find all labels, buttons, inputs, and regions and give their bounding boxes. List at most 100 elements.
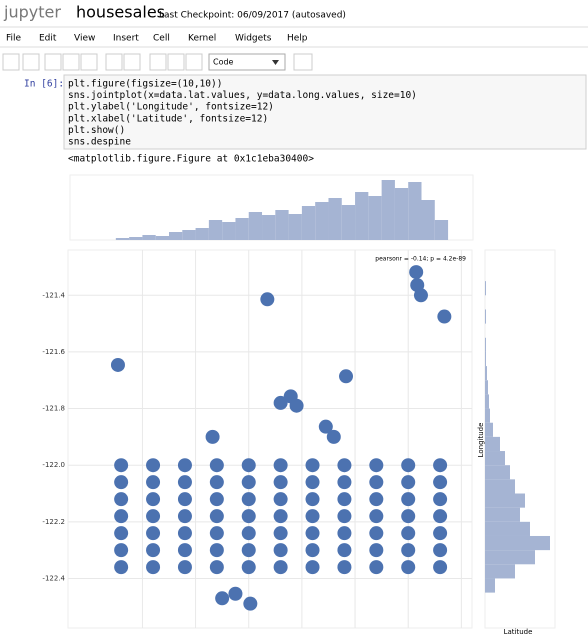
point: [369, 560, 384, 575]
point: [337, 475, 352, 490]
point: [369, 543, 384, 558]
hist-bar: [485, 422, 493, 437]
point: [305, 475, 320, 490]
menu-item[interactable]: Insert: [113, 34, 139, 44]
point: [241, 475, 256, 490]
hist-bar: [485, 351, 486, 367]
hist-bar: [182, 230, 196, 240]
point: [114, 526, 129, 541]
point: [305, 492, 320, 507]
cell-type-select[interactable]: [208, 53, 286, 71]
point: [413, 288, 428, 303]
code-box[interactable]: [63, 74, 587, 150]
keyboard-button[interactable]: [293, 53, 313, 71]
point: [146, 526, 161, 541]
hist-bar: [485, 564, 515, 579]
point: [401, 560, 416, 575]
point: [146, 458, 161, 473]
menu-item[interactable]: View: [74, 34, 95, 44]
point: [241, 526, 256, 541]
point: [305, 560, 320, 575]
menu-item[interactable]: Kernel: [188, 34, 216, 44]
cut-button[interactable]: [44, 53, 62, 71]
y-tick-label: -121.4: [42, 291, 65, 299]
restart-button[interactable]: [185, 53, 203, 71]
up-button[interactable]: [105, 53, 123, 71]
point: [209, 458, 224, 473]
point: [433, 492, 448, 507]
point: [305, 458, 320, 473]
hist-bar: [169, 232, 183, 240]
down-button[interactable]: [123, 53, 141, 71]
checkpoint: Last Checkpoint: 06/09/2017 (autosaved): [159, 11, 346, 21]
point: [273, 492, 288, 507]
code-line: sns.jointplot(x=data.lat.values, y=data.…: [68, 90, 417, 101]
y-tick-label: -122.2: [42, 518, 65, 526]
hist-bar: [155, 236, 169, 240]
point: [305, 509, 320, 524]
point: [114, 543, 129, 558]
point: [369, 509, 384, 524]
menu-item[interactable]: Cell: [153, 34, 170, 44]
menu-item[interactable]: Help: [287, 34, 308, 44]
point: [401, 543, 416, 558]
hist-bar: [485, 535, 550, 551]
hist-bar: [235, 218, 249, 240]
hist-bar: [129, 237, 143, 240]
point: [177, 492, 192, 507]
hist-bar: [381, 180, 395, 240]
hist-bar: [208, 220, 223, 240]
point: [326, 429, 341, 444]
hist-bar: [485, 366, 487, 381]
hist-bar: [485, 507, 520, 522]
point: [369, 526, 384, 541]
stop-button[interactable]: [167, 53, 185, 71]
point: [215, 591, 230, 606]
point: [433, 560, 448, 575]
point: [433, 526, 448, 541]
point: [369, 475, 384, 490]
add-button[interactable]: [22, 53, 40, 71]
point: [114, 475, 129, 490]
code-line: plt.figure(figsize=(10,10)): [68, 79, 222, 90]
point: [433, 509, 448, 524]
hist-bar: [485, 337, 486, 352]
point: [146, 543, 161, 558]
point: [289, 398, 304, 413]
hist-bar: [115, 238, 130, 240]
run-button[interactable]: [149, 53, 167, 71]
y-tick-label: -122.4: [42, 574, 65, 582]
save-button[interactable]: [2, 53, 20, 71]
copy-button[interactable]: [62, 53, 80, 71]
notebook-name[interactable]: housesales: [76, 3, 165, 22]
point: [209, 509, 224, 524]
hist-bar: [315, 202, 329, 240]
logo[interactable]: jupyter: [3, 3, 61, 22]
point: [273, 560, 288, 575]
point: [318, 419, 333, 434]
point: [409, 265, 424, 280]
point: [146, 560, 161, 575]
hist-bar: [248, 212, 263, 240]
point: [433, 543, 448, 558]
point: [433, 458, 448, 473]
hist-bar: [222, 222, 236, 240]
hist-bar: [288, 214, 302, 240]
menu-item[interactable]: File: [6, 34, 22, 44]
menu-item[interactable]: Edit: [39, 34, 57, 44]
point: [205, 429, 220, 444]
point: [401, 526, 416, 541]
hist-bar: [485, 408, 490, 423]
point: [401, 475, 416, 490]
point: [401, 458, 416, 473]
point: [241, 543, 256, 558]
point: [273, 509, 288, 524]
hist-bar: [434, 220, 449, 240]
point: [241, 458, 256, 473]
menu-item[interactable]: Widgets: [235, 34, 272, 44]
paste-button[interactable]: [80, 53, 98, 71]
hist-bar: [485, 394, 489, 409]
point: [241, 560, 256, 575]
